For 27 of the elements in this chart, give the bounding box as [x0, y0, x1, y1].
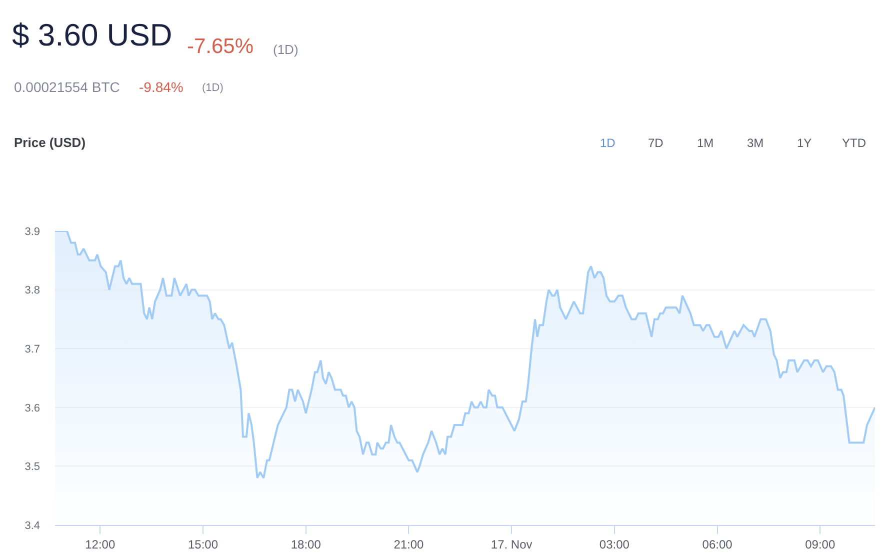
text: 1D	[600, 136, 616, 150]
chart-subtitle: 0.00021554 BTC	[14, 79, 120, 95]
text: -9.84%	[139, 79, 184, 95]
text: Price (USD)	[14, 135, 86, 150]
y-tick-label: 3.4	[24, 520, 40, 532]
x-tick-label: 15:00	[188, 537, 218, 552]
x-tick-label: 18:00	[290, 537, 322, 552]
y-tick-label: 3.9	[24, 226, 40, 238]
x-tick-label: 06:00	[702, 537, 733, 552]
y-tick-label: 3.5	[24, 461, 40, 474]
text: -7.65%	[187, 35, 254, 58]
x-tick-label: 21:00	[394, 537, 424, 552]
text: (1D)	[273, 42, 298, 57]
x-tick-label: 09:00	[805, 537, 836, 552]
x-tick-label: 03:00	[599, 537, 630, 552]
y-tick-label: 3.6	[24, 402, 40, 414]
text: 7D	[648, 136, 664, 150]
y-tick-label: 3.8	[24, 284, 40, 297]
chart-title: $ 3.60 USD	[12, 18, 172, 53]
x-tick-label: 17. Nov	[490, 537, 532, 552]
text: 3M	[747, 136, 764, 150]
text: 1Y	[797, 136, 812, 150]
text: 1M	[697, 136, 714, 150]
y-tick-label: 3.7	[24, 343, 40, 356]
text: YTD	[842, 136, 866, 150]
text: (1D)	[202, 82, 224, 94]
x-tick-label: 12:00	[85, 537, 116, 552]
